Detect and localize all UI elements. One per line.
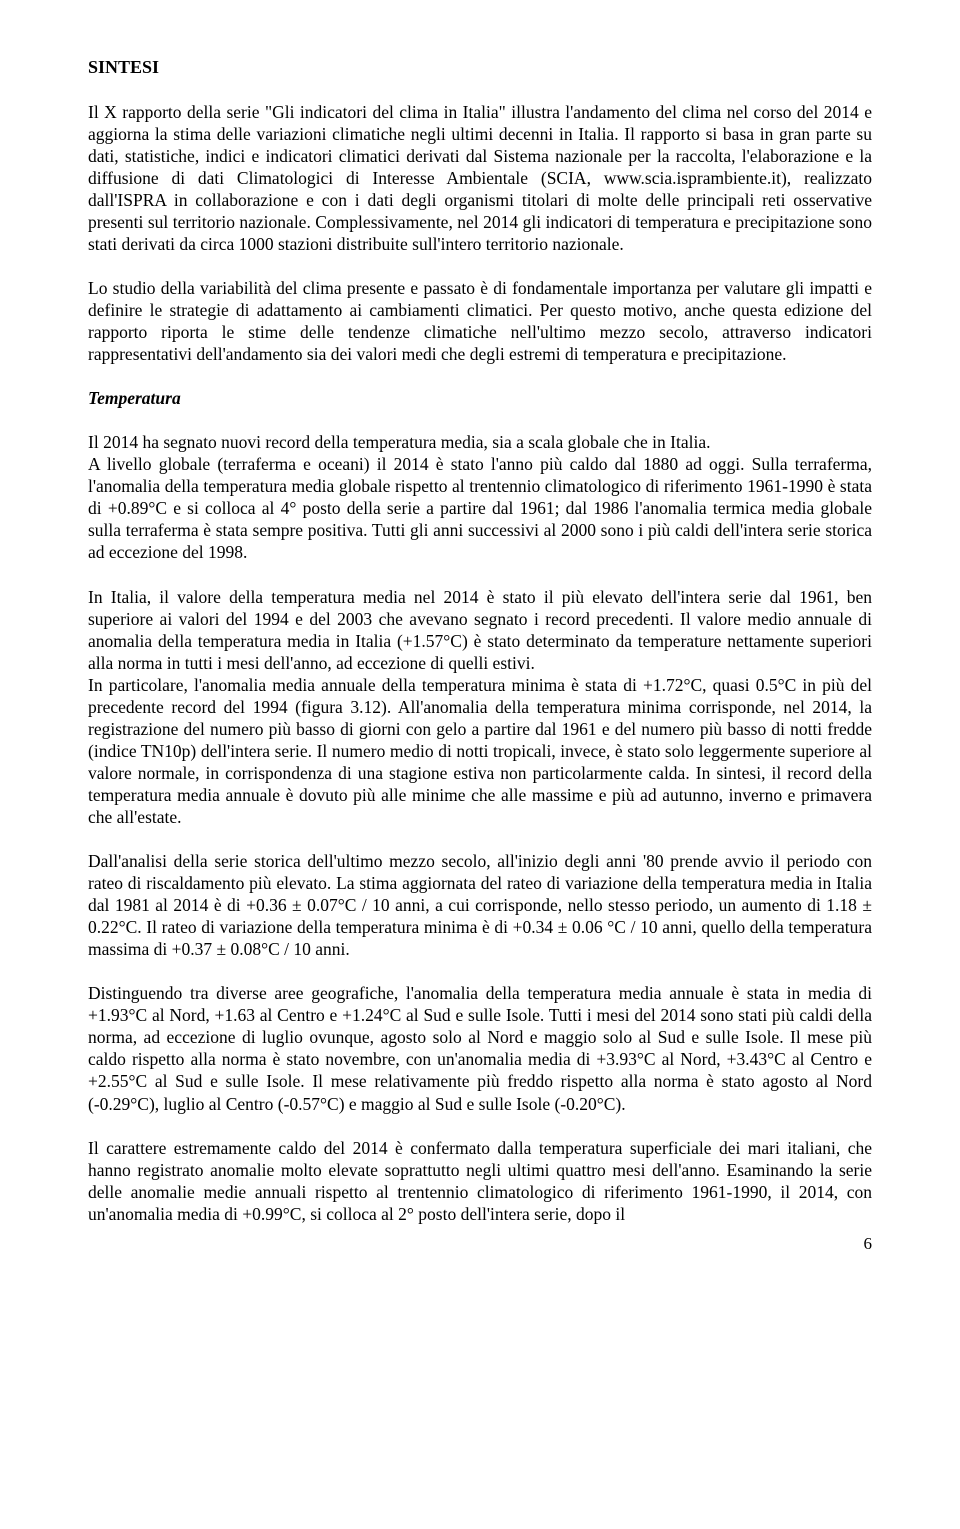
page-number: 6 [88, 1233, 872, 1254]
paragraph-temp-2: A livello globale (terraferma e oceani) … [88, 453, 872, 563]
paragraph-temp-1: Il 2014 ha segnato nuovi record della te… [88, 431, 872, 453]
paragraph-temp-4: In particolare, l'anomalia media annuale… [88, 674, 872, 828]
paragraph-temp-5: Dall'analisi della serie storica dell'ul… [88, 850, 872, 960]
subheading-temperatura: Temperatura [88, 387, 872, 409]
section-title: SINTESI [88, 56, 872, 79]
paragraph-temp-6: Distinguendo tra diverse aree geografich… [88, 982, 872, 1114]
paragraph-intro-1: Il X rapporto della serie "Gli indicator… [88, 101, 872, 255]
paragraph-intro-2: Lo studio della variabilità del clima pr… [88, 277, 872, 365]
paragraph-temp-7: Il carattere estremamente caldo del 2014… [88, 1137, 872, 1225]
paragraph-temp-3: In Italia, il valore della temperatura m… [88, 586, 872, 674]
